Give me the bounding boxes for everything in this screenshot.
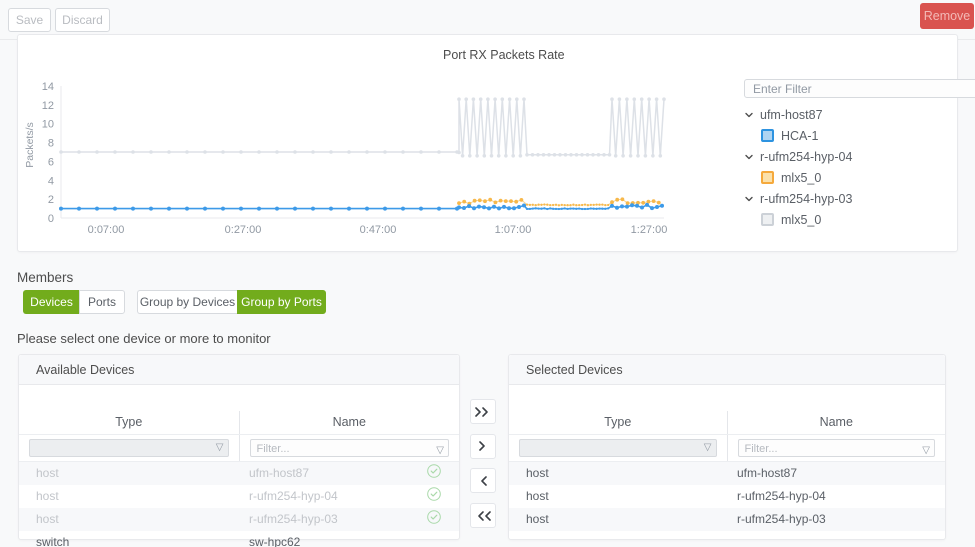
svg-text:12: 12	[42, 100, 54, 112]
svg-text:0:07:00: 0:07:00	[88, 224, 125, 236]
svg-text:0:47:00: 0:47:00	[360, 224, 397, 236]
svg-text:8: 8	[48, 138, 54, 150]
svg-text:2: 2	[48, 194, 54, 206]
svg-text:1:27:00: 1:27:00	[631, 224, 668, 236]
svg-text:10: 10	[42, 119, 54, 131]
svg-text:0: 0	[48, 213, 54, 225]
svg-text:14: 14	[42, 81, 54, 93]
svg-text:6: 6	[48, 156, 54, 168]
svg-text:4: 4	[48, 175, 54, 187]
svg-text:1:07:00: 1:07:00	[495, 224, 532, 236]
svg-text:0:27:00: 0:27:00	[225, 224, 262, 236]
